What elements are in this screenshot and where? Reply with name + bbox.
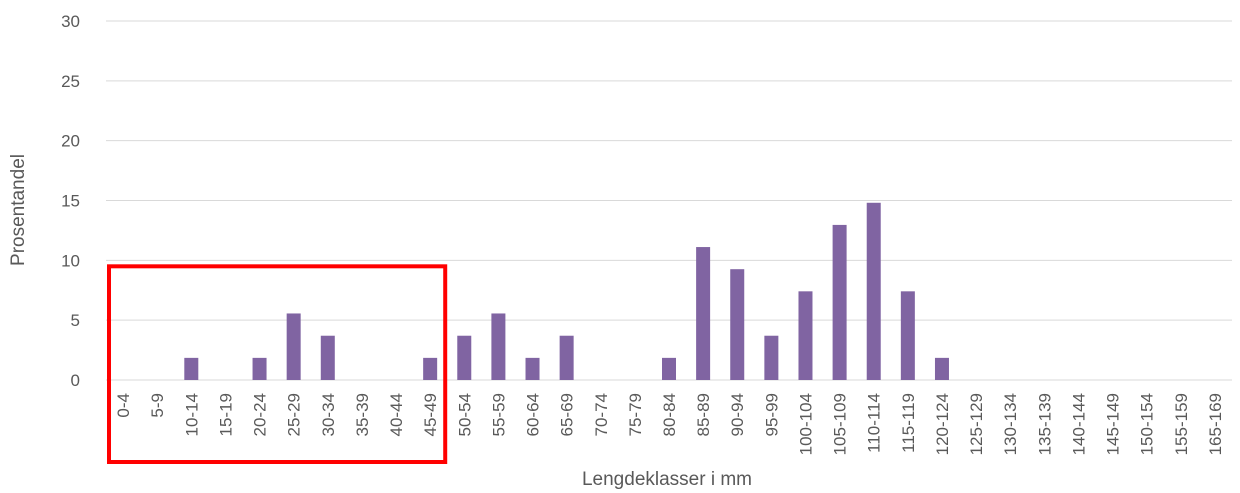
x-tick-label: 20-24 [251, 393, 270, 436]
y-axis-title: Prosentandel [8, 154, 29, 266]
x-tick-label: 65-69 [558, 393, 577, 436]
x-tick-label: 135-139 [1035, 393, 1054, 455]
x-tick-label: 5-9 [148, 393, 167, 418]
x-tick-label: 70-74 [592, 393, 611, 436]
x-tick-label: 110-114 [865, 393, 884, 453]
y-axis-ticks: 0 5 10 15 20 25 30 [61, 12, 80, 390]
x-tick-label: 145-149 [1104, 393, 1123, 455]
bar [798, 291, 813, 380]
x-tick-label: 150-154 [1138, 393, 1157, 455]
x-tick-label: 30-34 [319, 393, 338, 436]
bar [423, 357, 438, 380]
bar [252, 357, 267, 380]
x-tick-label: 120-124 [933, 393, 952, 455]
x-tick-label: 25-29 [285, 393, 304, 436]
x-tick-label: 140-144 [1069, 393, 1088, 455]
x-tick-label: 10-14 [182, 393, 201, 436]
bar [320, 335, 335, 380]
y-tick-label: 10 [61, 251, 80, 270]
x-tick-label: 165-169 [1206, 393, 1225, 455]
x-tick-label: 60-64 [524, 393, 543, 436]
bars [184, 202, 949, 380]
x-tick-label: 115-119 [899, 393, 918, 453]
bar [730, 269, 745, 380]
x-axis-title: Lengdeklasser i mm [582, 469, 752, 490]
x-tick-label: 100-104 [796, 393, 815, 455]
y-tick-label: 15 [61, 192, 80, 211]
y-tick-label: 25 [61, 72, 80, 91]
bar [900, 291, 915, 380]
x-tick-label: 130-134 [1001, 393, 1020, 455]
bar [764, 335, 779, 380]
bar [866, 202, 881, 380]
x-tick-label: 155-159 [1172, 393, 1191, 455]
x-tick-label: 50-54 [455, 393, 474, 436]
bar [184, 357, 199, 380]
x-tick-label: 40-44 [387, 393, 406, 436]
x-tick-label: 55-59 [489, 393, 508, 436]
bar [559, 335, 574, 380]
x-tick-label: 0-4 [114, 393, 133, 418]
bar [696, 247, 711, 380]
bar [934, 357, 949, 380]
x-tick-label: 85-89 [694, 393, 713, 436]
x-tick-label: 90-94 [728, 393, 747, 436]
x-tick-label: 45-49 [421, 393, 440, 436]
y-tick-label: 5 [71, 311, 80, 330]
bar [286, 313, 301, 380]
bar [491, 313, 506, 380]
y-tick-label: 30 [61, 12, 80, 31]
bar [662, 357, 676, 380]
bar [525, 357, 540, 380]
x-tick-label: 80-84 [660, 393, 679, 436]
x-tick-label: 35-39 [353, 393, 372, 436]
gridlines [106, 20, 1232, 381]
x-tick-label: 75-79 [626, 393, 645, 436]
x-tick-label: 125-129 [967, 393, 986, 455]
bar [832, 224, 847, 380]
x-tick-label: 15-19 [216, 393, 235, 436]
y-tick-label: 0 [71, 371, 80, 390]
y-tick-label: 20 [61, 132, 80, 151]
highlight-box [107, 264, 448, 465]
bar [457, 335, 472, 380]
x-axis-ticks: 0-4 5-9 10-14 15-19 20-24 25-29 30-34 35-39 40-4… [114, 393, 1225, 455]
x-tick-label: 105-109 [831, 393, 850, 455]
x-tick-label: 95-99 [762, 393, 781, 436]
